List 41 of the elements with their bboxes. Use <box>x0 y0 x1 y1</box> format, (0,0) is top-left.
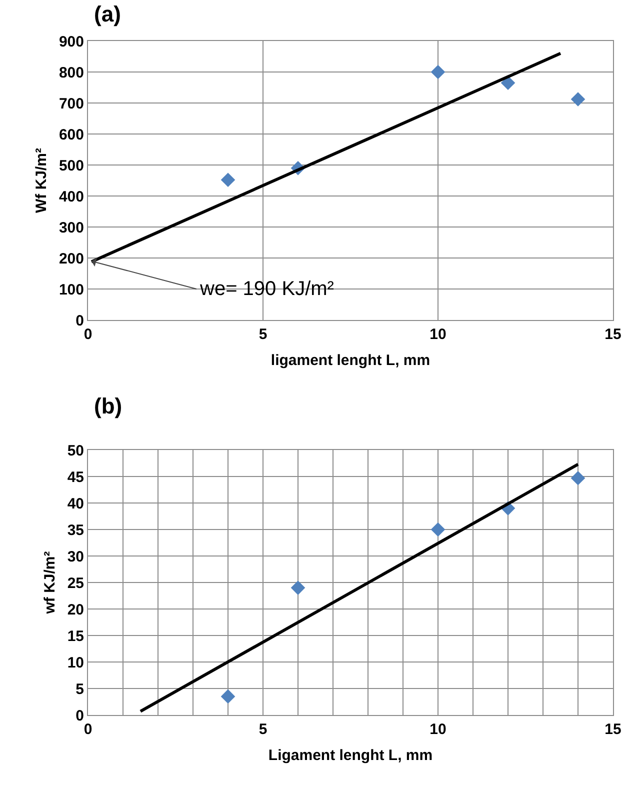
point <box>220 172 236 188</box>
x-tick-label: 10 <box>430 721 446 738</box>
y-tick-label: 700 <box>58 95 84 112</box>
y-tick-label: 0 <box>76 312 84 330</box>
y-tick-label: 100 <box>58 281 84 298</box>
x-tick-label: 5 <box>258 721 268 738</box>
y-tick-label: 20 <box>67 601 84 618</box>
y-tick-label: 900 <box>58 33 84 50</box>
y-tick-label: 600 <box>58 126 84 144</box>
y-tick-label: 5 <box>76 680 84 698</box>
y-tick-label: 400 <box>58 188 84 206</box>
y-axis-title: wf KJ/m² <box>42 551 59 615</box>
y-tick-label: 50 <box>67 442 84 460</box>
y-tick-label: 800 <box>58 64 84 82</box>
x-axis-title: ligament lenght L, mm <box>270 352 430 369</box>
y-axis-title: Wf KJ/m² <box>33 148 50 213</box>
x-axis-title: Ligament lenght L, mm <box>268 747 433 764</box>
point <box>570 470 586 486</box>
point <box>430 522 446 537</box>
chart-title: (b) <box>94 393 122 418</box>
point <box>220 689 236 704</box>
chart-title: (a) <box>94 1 121 26</box>
y-tick-label: 200 <box>58 250 84 268</box>
y-tick-label: 25 <box>67 574 84 592</box>
y-tick-label: 15 <box>67 628 84 645</box>
point <box>430 64 446 80</box>
y-tick-label: 40 <box>67 495 84 512</box>
y-tick-label: 30 <box>67 548 84 566</box>
x-tick-label: 5 <box>258 326 268 343</box>
y-tick-label: 45 <box>67 468 84 486</box>
x-tick-label: 15 <box>604 326 622 343</box>
x-tick-label: 15 <box>604 721 622 738</box>
annotation: we= 190 KJ/m² <box>199 278 334 300</box>
x-tick-label: 10 <box>430 326 446 343</box>
y-tick-label: 500 <box>58 157 84 174</box>
y-tick-label: 300 <box>58 219 84 236</box>
y-tick-label: 0 <box>76 707 84 724</box>
point <box>570 92 586 106</box>
point <box>290 580 306 595</box>
y-tick-label: 35 <box>67 522 84 539</box>
y-tick-label: 10 <box>67 654 84 672</box>
